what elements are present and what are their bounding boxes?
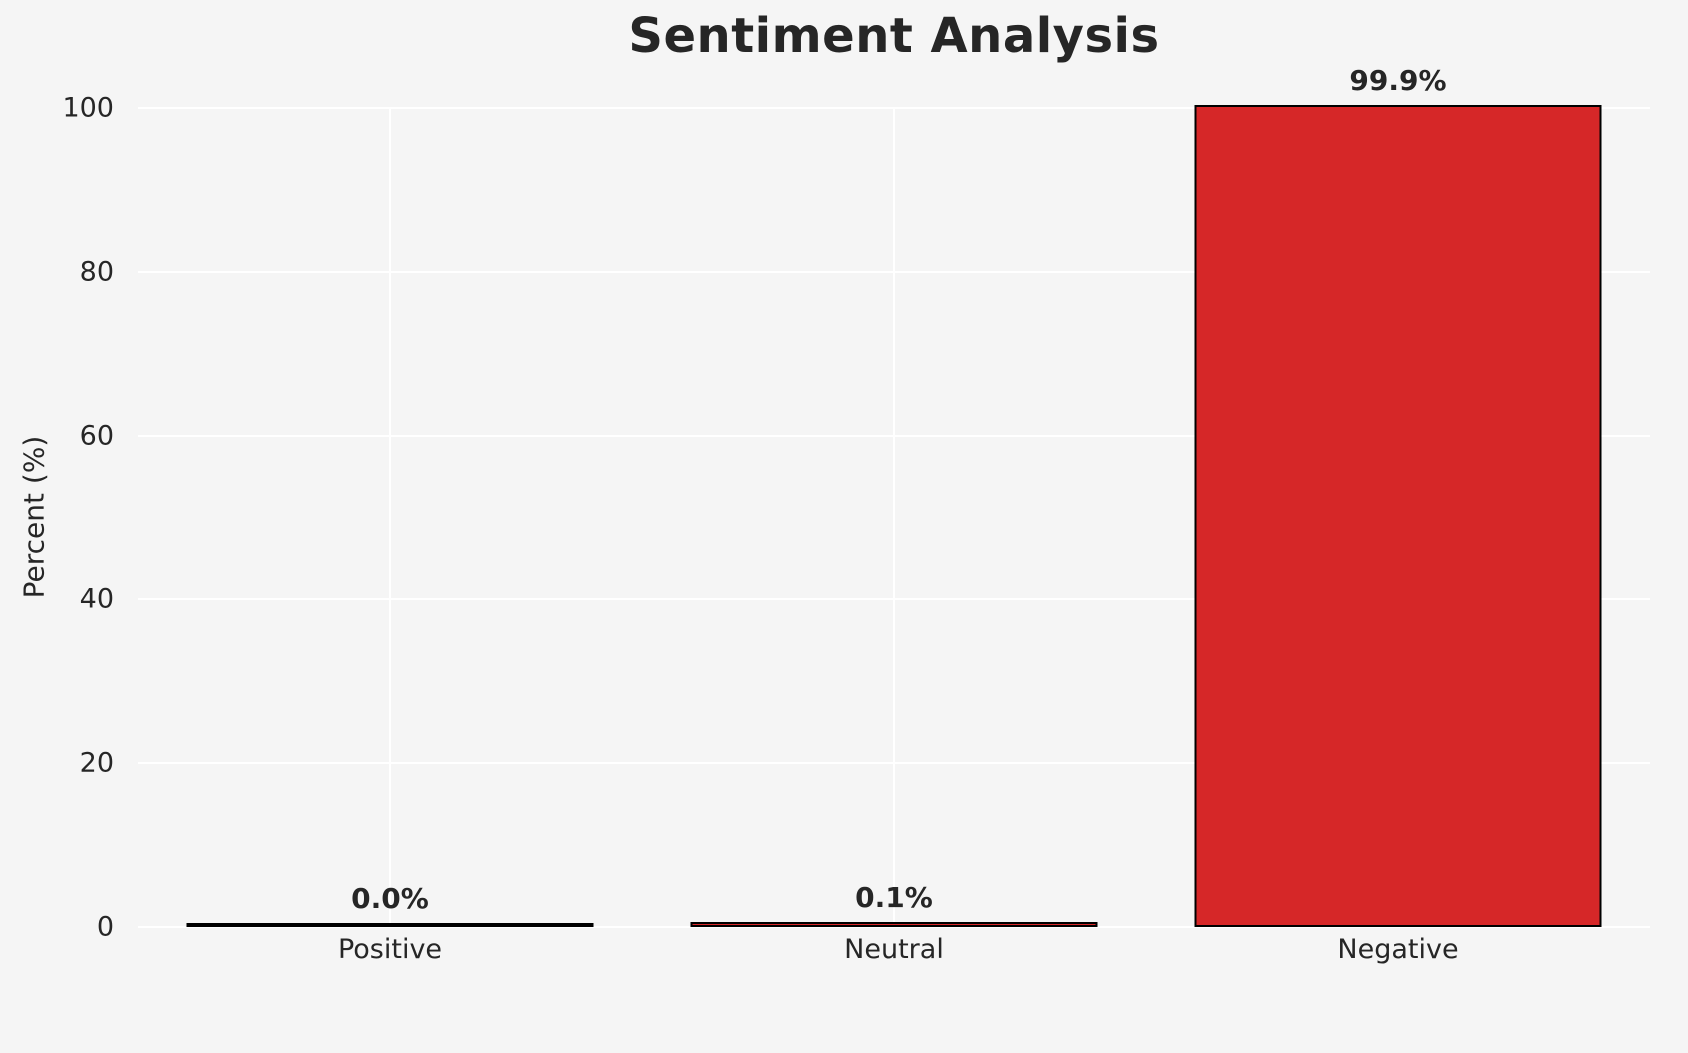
y-tick-label: 80 [79,256,114,288]
gridline-vertical [389,108,391,927]
gridline-vertical [893,108,895,927]
bar-positive [186,923,594,927]
gridline-horizontal [138,926,1650,928]
y-tick-label: 60 [79,420,114,452]
y-tick-label: 20 [79,747,114,779]
x-tick-label-neutral: Neutral [844,934,944,965]
bar-value-label: 99.9% [1349,64,1447,97]
x-tick-label-negative: Negative [1337,934,1459,965]
y-tick-label: 40 [79,583,114,615]
bar-value-label: 0.0% [351,882,429,915]
x-tick-label-positive: Positive [337,934,443,965]
chart-title: Sentiment Analysis [628,8,1160,64]
plot-area: 0.0% 0.1% 99.9% [138,64,1650,928]
y-axis-label: Percent (%) [17,435,51,599]
y-tick-label: 0 [96,911,114,943]
bar-neutral [690,922,1098,927]
bar-negative [1194,105,1602,927]
bar-value-label: 0.1% [855,881,933,914]
y-tick-label: 100 [62,92,114,124]
